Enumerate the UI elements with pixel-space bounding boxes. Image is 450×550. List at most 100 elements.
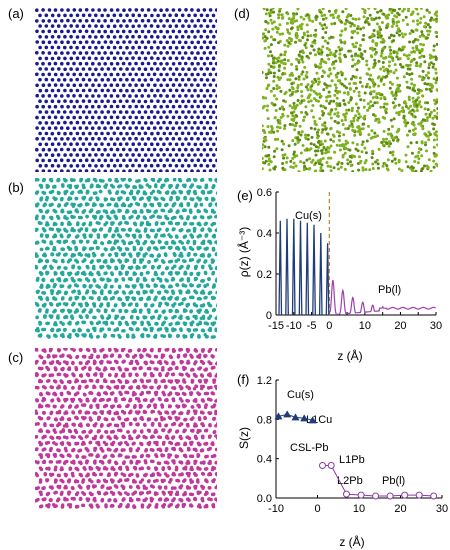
atom — [86, 498, 90, 503]
atom — [129, 447, 133, 451]
atom — [78, 93, 83, 98]
atom — [216, 373, 217, 377]
atom — [81, 480, 85, 484]
atom — [121, 147, 126, 152]
atom — [161, 504, 165, 508]
panel-label-d: (d) — [234, 6, 250, 21]
atom — [179, 278, 183, 282]
atom — [96, 405, 100, 410]
atom — [131, 121, 135, 125]
atom — [189, 467, 193, 471]
atom — [137, 56, 142, 61]
atom — [122, 40, 126, 44]
atom — [168, 142, 172, 146]
atom — [54, 126, 58, 130]
atom — [53, 321, 57, 325]
atom — [41, 227, 46, 231]
atom — [168, 99, 173, 104]
atom — [187, 290, 191, 294]
atom — [146, 29, 151, 34]
atom — [162, 295, 166, 300]
atom — [137, 251, 141, 256]
atom — [112, 99, 117, 104]
atom — [66, 105, 70, 109]
atom — [214, 348, 217, 352]
atom — [132, 491, 137, 495]
atom — [146, 105, 151, 109]
atom — [75, 379, 80, 383]
atom — [109, 147, 114, 152]
atom — [55, 253, 60, 257]
atom — [38, 308, 42, 312]
atom — [131, 131, 135, 136]
atom — [106, 264, 110, 268]
atom — [63, 227, 67, 231]
atom — [72, 301, 76, 306]
atom — [81, 503, 85, 507]
atom — [150, 385, 154, 389]
atom — [74, 366, 78, 370]
atom — [121, 435, 125, 439]
atom — [132, 185, 136, 189]
atom — [124, 418, 128, 422]
atom — [140, 415, 144, 420]
atom — [182, 297, 187, 301]
atom — [140, 8, 145, 12]
atom — [88, 296, 93, 300]
atom — [91, 61, 95, 66]
atom — [100, 110, 104, 114]
atom — [165, 40, 169, 45]
atom — [85, 348, 90, 352]
atom — [153, 196, 157, 200]
atom — [99, 290, 104, 295]
atom — [43, 314, 47, 318]
atom — [139, 392, 143, 397]
atom — [67, 442, 72, 447]
atom — [89, 309, 93, 314]
atom — [49, 289, 54, 293]
atom — [189, 284, 193, 288]
atom — [82, 296, 86, 300]
atom — [194, 374, 198, 378]
atom — [168, 110, 173, 114]
atom — [66, 169, 70, 172]
atom — [150, 202, 154, 207]
atom — [146, 61, 151, 66]
atom — [50, 314, 54, 318]
atom — [183, 417, 188, 422]
atom — [193, 348, 198, 352]
atom — [128, 104, 132, 109]
atom — [56, 178, 61, 181]
atom — [194, 360, 198, 364]
atom — [118, 297, 123, 302]
atom — [129, 254, 133, 258]
atom — [149, 45, 154, 50]
atom — [90, 29, 95, 34]
atom — [175, 492, 180, 497]
atom — [44, 45, 49, 50]
atom — [111, 234, 115, 239]
atom — [140, 454, 144, 458]
atom — [178, 203, 183, 207]
atom — [143, 56, 148, 61]
atom — [88, 163, 92, 168]
atom — [118, 380, 123, 384]
atom — [36, 241, 40, 245]
atom — [278, 23, 282, 27]
atom — [122, 72, 126, 77]
atom — [109, 285, 114, 289]
atom — [131, 77, 135, 82]
atom — [183, 51, 188, 55]
atom — [156, 163, 160, 168]
atom — [132, 390, 136, 395]
atom — [35, 203, 38, 207]
atom — [196, 490, 200, 494]
atom — [79, 374, 84, 378]
atom — [125, 467, 130, 472]
atom — [172, 398, 176, 403]
atom — [183, 284, 188, 288]
atom — [146, 297, 150, 301]
atom — [72, 19, 76, 23]
atom — [154, 390, 159, 395]
atom — [51, 360, 55, 364]
